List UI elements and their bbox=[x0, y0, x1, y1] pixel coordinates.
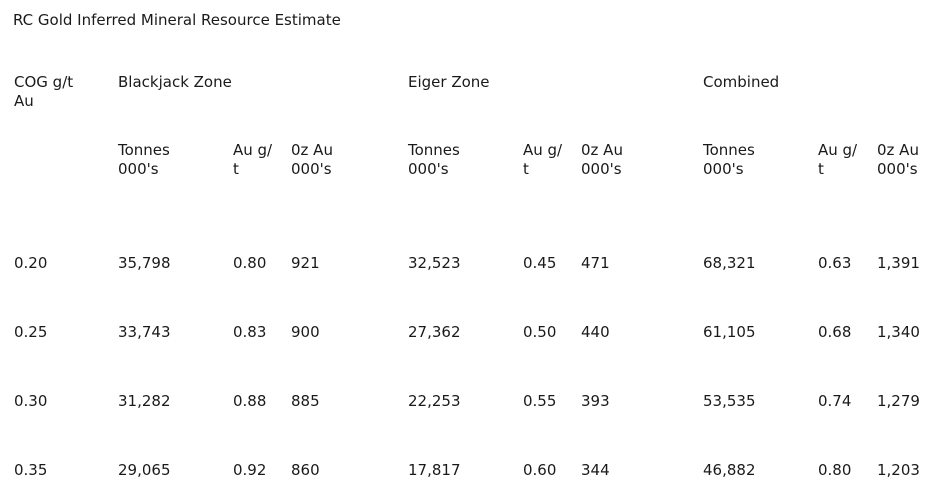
table-row: 0.30 31,282 0.88 885 22,253 0.55 393 53,… bbox=[13, 384, 949, 453]
blackjack-oz-cell: 921 bbox=[291, 254, 320, 272]
zone-header-eiger: Eiger Zone bbox=[408, 73, 490, 91]
blackjack-tonnes-cell: 31,282 bbox=[118, 392, 171, 410]
blackjack-tonnes-header: Tonnes 000's bbox=[118, 141, 170, 178]
combined-tonnes-cell: 68,321 bbox=[703, 254, 756, 272]
blackjack-grade-cell: 0.88 bbox=[233, 392, 267, 410]
combined-oz-cell: 1,391 bbox=[877, 254, 920, 272]
cog-column-header: COG g/t Au bbox=[14, 73, 74, 110]
eiger-tonnes-cell: 27,362 bbox=[408, 323, 461, 341]
eiger-tonnes-cell: 17,817 bbox=[408, 461, 461, 479]
eiger-oz-cell: 440 bbox=[581, 323, 610, 341]
eiger-oz-cell: 393 bbox=[581, 392, 610, 410]
eiger-grade-cell: 0.60 bbox=[523, 461, 557, 479]
table-row: 0.20 35,798 0.80 921 32,523 0.45 471 68,… bbox=[13, 246, 949, 315]
page-title: RC Gold Inferred Mineral Resource Estima… bbox=[13, 11, 341, 29]
cog-cell: 0.35 bbox=[14, 461, 48, 479]
blackjack-oz-cell: 885 bbox=[291, 392, 320, 410]
column-header-row: Tonnes 000's Au g/ t 0z Au 000's Tonnes … bbox=[13, 108, 949, 246]
combined-grade-header: Au g/ t bbox=[818, 141, 858, 178]
table-row: 0.25 33,743 0.83 900 27,362 0.50 440 61,… bbox=[13, 315, 949, 384]
combined-grade-cell: 0.74 bbox=[818, 392, 852, 410]
combined-tonnes-cell: 53,535 bbox=[703, 392, 756, 410]
eiger-tonnes-cell: 32,523 bbox=[408, 254, 461, 272]
resource-estimate-table: COG g/t Au Blackjack Zone Eiger Zone Com… bbox=[13, 65, 949, 490]
combined-grade-cell: 0.80 bbox=[818, 461, 852, 479]
combined-tonnes-cell: 46,882 bbox=[703, 461, 756, 479]
eiger-oz-header: 0z Au 000's bbox=[581, 141, 623, 178]
cog-cell: 0.25 bbox=[14, 323, 48, 341]
eiger-oz-cell: 471 bbox=[581, 254, 610, 272]
zone-header-blackjack: Blackjack Zone bbox=[118, 73, 232, 91]
blackjack-tonnes-cell: 29,065 bbox=[118, 461, 171, 479]
zone-header-row: COG g/t Au Blackjack Zone Eiger Zone Com… bbox=[13, 65, 949, 110]
blackjack-grade-cell: 0.80 bbox=[233, 254, 267, 272]
eiger-oz-cell: 344 bbox=[581, 461, 610, 479]
combined-tonnes-cell: 61,105 bbox=[703, 323, 756, 341]
combined-oz-cell: 1,203 bbox=[877, 461, 920, 479]
eiger-grade-cell: 0.45 bbox=[523, 254, 557, 272]
blackjack-tonnes-cell: 33,743 bbox=[118, 323, 171, 341]
zone-header-combined: Combined bbox=[703, 73, 780, 91]
blackjack-grade-header: Au g/ t bbox=[233, 141, 273, 178]
blackjack-oz-cell: 860 bbox=[291, 461, 320, 479]
combined-grade-cell: 0.63 bbox=[818, 254, 852, 272]
cog-cell: 0.30 bbox=[14, 392, 48, 410]
blackjack-grade-cell: 0.92 bbox=[233, 461, 267, 479]
combined-grade-cell: 0.68 bbox=[818, 323, 852, 341]
eiger-grade-header: Au g/ t bbox=[523, 141, 563, 178]
blackjack-grade-cell: 0.83 bbox=[233, 323, 267, 341]
cog-cell: 0.20 bbox=[14, 254, 48, 272]
eiger-tonnes-header: Tonnes 000's bbox=[408, 141, 460, 178]
eiger-grade-cell: 0.55 bbox=[523, 392, 557, 410]
blackjack-oz-cell: 900 bbox=[291, 323, 320, 341]
eiger-tonnes-cell: 22,253 bbox=[408, 392, 461, 410]
blackjack-tonnes-cell: 35,798 bbox=[118, 254, 171, 272]
combined-oz-header: 0z Au 000's bbox=[877, 141, 919, 178]
eiger-grade-cell: 0.50 bbox=[523, 323, 557, 341]
combined-oz-cell: 1,340 bbox=[877, 323, 920, 341]
combined-tonnes-header: Tonnes 000's bbox=[703, 141, 755, 178]
blackjack-oz-header: 0z Au 000's bbox=[291, 141, 333, 178]
combined-oz-cell: 1,279 bbox=[877, 392, 920, 410]
table-row: 0.35 29,065 0.92 860 17,817 0.60 344 46,… bbox=[13, 453, 949, 490]
